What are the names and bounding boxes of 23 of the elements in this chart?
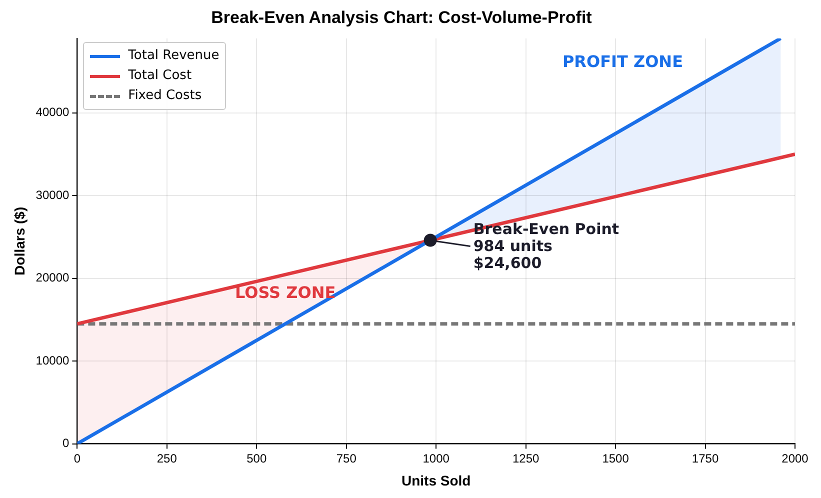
y-tick-label: 20000 bbox=[36, 270, 70, 285]
x-tick-label: 500 bbox=[246, 451, 267, 466]
x-tick-label: 2000 bbox=[782, 451, 809, 466]
x-tick-label: 1000 bbox=[422, 451, 450, 466]
y-tick-label: 30000 bbox=[36, 188, 70, 202]
annotation: LOSS ZONE bbox=[235, 282, 336, 302]
chart-title: Break-Even Analysis Chart: Cost-Volume-Profit bbox=[211, 8, 592, 27]
legend-label: Total Cost bbox=[128, 67, 192, 86]
legend-label: Fixed Costs bbox=[128, 87, 202, 106]
x-tick-label: 1750 bbox=[692, 451, 719, 466]
x-tick-label: 0 bbox=[74, 451, 81, 466]
x-tick-label: 750 bbox=[336, 451, 357, 466]
y-tick-label: 10000 bbox=[36, 353, 70, 368]
x-tick-label: 1250 bbox=[512, 451, 540, 466]
legend-label: Total Revenue bbox=[128, 47, 220, 66]
y-axis-title: Dollars ($) bbox=[11, 206, 28, 276]
y-tick-label: 0 bbox=[62, 436, 70, 450]
x-tick-label: 250 bbox=[156, 451, 178, 466]
annotation: Break-Even Point 984 units $24,600 bbox=[473, 220, 620, 272]
annotation: PROFIT ZONE bbox=[562, 52, 683, 71]
y-tick-label: 40000 bbox=[36, 105, 70, 120]
x-tick-label: 1500 bbox=[602, 451, 630, 466]
x-axis-title: Units Sold bbox=[401, 472, 471, 488]
